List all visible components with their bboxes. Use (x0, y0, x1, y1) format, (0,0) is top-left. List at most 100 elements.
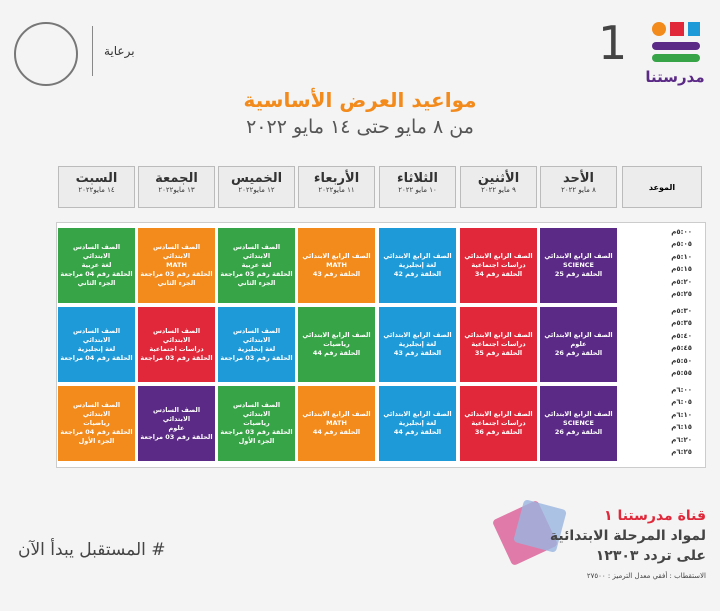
program-line: الحلقة رقم 43 (312, 270, 361, 278)
divider (92, 26, 93, 76)
day-date: ١٢ مايو٢٠٢٢ (238, 186, 275, 194)
program-line: الصف الرابع الابتدائي (544, 331, 613, 339)
program-line: لغة إنجليزية (398, 419, 437, 427)
program-line: الحلقة رقم 04 مراجعة (60, 428, 133, 436)
program-line: الصف السادس الابتدائي (72, 326, 121, 344)
program-line: الجزء الأول (78, 437, 115, 445)
program-cell: الصف الرابع الابتدائي دراسات اجتماعية الحل… (460, 228, 537, 303)
day-header: الأحد ٨ مايو ٢٠٢٢ (540, 166, 617, 208)
program-line: لغة إنجليزية (398, 261, 437, 269)
program-line: لغة عربية (241, 261, 272, 269)
program-cell: الصف الرابع الابتدائي SCIENCE الحلقة رقم 2… (540, 386, 617, 461)
day-header: الخميس ١٢ مايو٢٠٢٢ (218, 166, 295, 208)
footer-reception: الاستقطاب : أفقي معدل الترميز : ٢٧٥٠٠ (586, 572, 706, 580)
title: مواعيد العرض الأساسية (243, 88, 477, 112)
program-cell: الصف السادس الابتدائي MATH الحلقة رقم 03 م… (138, 228, 215, 303)
program-line: رياضيات (323, 340, 350, 348)
program-cell: الصف الرابع الابتدائي لغة إنجليزية الحلقة … (379, 228, 456, 303)
day-header: الثلاثاء ١٠ مايو ٢٠٢٢ (379, 166, 456, 208)
day-date: ١٣ مايو٢٠٢٢ (158, 186, 195, 194)
program-line: الصف الرابع الابتدائي (464, 331, 533, 339)
footer-stage: لمواد المرحلة الابتدائية (549, 528, 706, 544)
program-line: الصف السادس الابتدائي (72, 401, 121, 418)
program-line: الحلقة رقم 04 مراجعة (60, 353, 133, 362)
program-line: الجزء الثاني (77, 279, 116, 287)
time-slot: ٦:٠٥م (671, 398, 692, 407)
day-date: ٨ مايو ٢٠٢٢ (561, 186, 596, 194)
ministry-seal (14, 22, 78, 86)
program-line: الحلقة رقم 03 مراجعة (220, 270, 293, 278)
program-line: الحلقة رقم 03 مراجعة (140, 432, 213, 441)
program-cell: الصف السادس الابتدائي لغة عربية الحلقة رقم… (218, 228, 295, 303)
time-slot: ٦:٢٥م (671, 448, 692, 456)
program-line: رياضيات (83, 419, 110, 427)
day-header: السبت ١٤ مايو٢٠٢٢ (58, 166, 135, 208)
footer-channel: قناة مدرستنا ١ (604, 508, 706, 524)
time-slot: ٥:١٥م (671, 265, 692, 274)
time-slot: ٥:٥٠م (671, 356, 692, 365)
program-line: دراسات اجتماعية (149, 344, 204, 353)
program-cell: الصف السادس الابتدائي دراسات اجتماعية الحل… (138, 307, 215, 382)
program-line: الصف الرابع الابتدائي (302, 331, 371, 339)
program-line: الجزء الأول (238, 437, 275, 445)
program-line: رياضيات (243, 419, 270, 427)
day-date: ٩ مايو ٢٠٢٢ (481, 186, 516, 194)
time-slot: ٥:٠٥م (671, 240, 692, 249)
logo-icon (652, 22, 700, 66)
program-cell: الصف السادس الابتدائي لغة عربية الحلقة رقم… (58, 228, 135, 303)
program-line: الحلقة رقم 04 مراجعة (60, 270, 133, 278)
program-line: الصف الرابع الابتدائي (544, 410, 613, 418)
day-name: الجمعة (155, 171, 198, 186)
day-header: الأربعاء ١١ مايو٢٠٢٢ (298, 166, 375, 208)
program-line: علوم (570, 340, 587, 348)
day-name: السبت (75, 171, 118, 186)
program-line: الصف السادس الابتدائي (152, 243, 201, 260)
program-line: SCIENCE (563, 261, 594, 269)
slogan: # المستقبل يبدأ الآن (18, 540, 166, 560)
program-line: الحلقة رقم 36 (474, 428, 523, 436)
program-line: الحلقة رقم 26 (554, 428, 603, 436)
program-line: الصف الرابع الابتدائي (544, 252, 613, 260)
program-line: SCIENCE (563, 419, 594, 427)
program-cell: الصف الرابع الابتدائي MATH الحلقة رقم 43 (298, 228, 375, 303)
program-line: لغة إنجليزية (237, 344, 276, 353)
time-slot: ٥:٥٥م (671, 369, 692, 377)
day-name: الثلاثاء (397, 171, 438, 186)
day-header: الجمعة ١٣ مايو٢٠٢٢ (138, 166, 215, 208)
program-cell: الصف السادس الابتدائي لغة إنجليزية الحلقة … (58, 307, 135, 382)
program-line: لغة إنجليزية (398, 340, 437, 348)
sponsor: برعاية (104, 44, 135, 58)
day-name: الأربعاء (313, 171, 360, 186)
logo-text: مدرستنا (645, 68, 705, 86)
program-line: MATH (166, 261, 187, 269)
channel-number: 1 (598, 16, 628, 70)
program-line: دراسات اجتماعية (471, 261, 526, 269)
time-slot: ٥:٤٥م (671, 344, 692, 353)
time-slot: ٥:٤٠م (671, 331, 692, 340)
program-line: الصف الرابع الابتدائي (302, 252, 371, 260)
program-line: علوم (168, 423, 185, 432)
program-line: الصف الرابع الابتدائي (464, 410, 533, 418)
day-name: الأحد (562, 171, 594, 186)
day-date: ١٤ مايو٢٠٢٢ (78, 186, 115, 194)
time-slot: ٥:١٠م (671, 252, 692, 261)
program-line: الصف السادس الابتدائي (232, 326, 281, 344)
program-cell: الصف الرابع الابتدائي دراسات اجتماعية الحل… (460, 386, 537, 461)
time-slot: ٥:٣٥م (671, 319, 692, 328)
program-line: الحلقة رقم 44 (312, 349, 361, 357)
program-line: الصف الرابع الابتدائي (383, 252, 452, 260)
day-name: الأثنين (477, 171, 520, 186)
time-slot: ٦:٠٠م (671, 386, 692, 394)
day-name: الخميس (230, 171, 283, 186)
program-line: الجزء الثاني (157, 279, 196, 287)
time-slot: ٥:٢٠م (671, 277, 692, 286)
program-line: لغة إنجليزية (77, 344, 116, 353)
program-cell: الصف السادس الابتدائي علوم الحلقة رقم 03 م… (138, 386, 215, 461)
program-line: الصف الرابع الابتدائي (464, 252, 533, 260)
program-line: الحلقة رقم 44 (312, 428, 361, 436)
program-line: الصف السادس الابتدائي (152, 326, 201, 344)
time-slot: ٦:١٠م (671, 410, 692, 419)
footer-frequency: على تردد ١٢٣٠٣ (595, 548, 706, 564)
program-cell: الصف الرابع الابتدائي SCIENCE الحلقة رقم 2… (540, 228, 617, 303)
